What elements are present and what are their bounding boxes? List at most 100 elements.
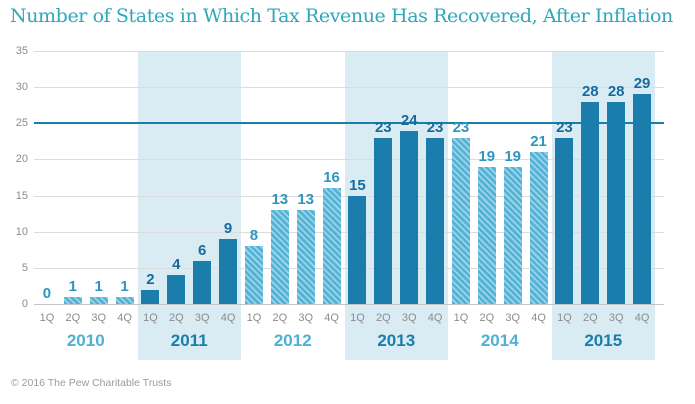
quarter-label: 2Q <box>479 312 495 324</box>
bar <box>348 195 367 304</box>
year-label: 2012 <box>273 331 312 350</box>
bar-value-label: 1 <box>120 277 129 295</box>
quarter-label: 4Q <box>634 312 650 324</box>
bar <box>374 137 393 304</box>
y-axis-label: 30 <box>15 81 28 94</box>
quarter-label: 1Q <box>557 312 572 324</box>
y-axis-label: 20 <box>15 153 28 166</box>
bar <box>555 137 574 304</box>
bar-value-label: 2 <box>146 270 155 288</box>
bar-value-label: 23 <box>426 118 444 136</box>
quarter-label: 3Q <box>608 312 624 324</box>
bar <box>270 210 289 304</box>
bar-value-label: 4 <box>172 256 181 274</box>
bar-slot: 16 <box>319 51 345 304</box>
bar <box>633 94 652 304</box>
y-axis-label: 35 <box>15 45 28 57</box>
bar-value-label: 21 <box>530 133 547 151</box>
quarter-label: 4Q <box>324 312 339 324</box>
bar <box>451 137 470 304</box>
bar <box>477 166 496 304</box>
quarter-label-group: 1Q 2Q 3Q 4Q <box>34 308 138 328</box>
bar-value-label: 28 <box>607 82 625 100</box>
quarter-label: 1Q <box>453 312 469 324</box>
quarter-label: 4Q <box>531 312 546 324</box>
bar-slot: 1 <box>60 51 86 304</box>
bar-value-label: 0 <box>42 285 52 302</box>
bar-slot: 19 <box>500 51 526 304</box>
bar-slot: 23 <box>448 51 474 304</box>
bar-value-label: 6 <box>198 241 207 259</box>
bar-slot: 13 <box>293 51 319 304</box>
bar <box>581 101 600 304</box>
bar-slot: 2 <box>138 51 164 304</box>
bar-slot: 23 <box>422 51 448 304</box>
quarter-label: 3Q <box>194 312 210 324</box>
y-axis-label: 5 <box>21 261 28 274</box>
bar-slot: 1 <box>86 51 112 304</box>
bar-slot: 24 <box>396 51 422 304</box>
bar-slot: 9 <box>215 51 241 304</box>
quarter-label: 2Q <box>582 312 598 324</box>
footer-copyright: © 2016 The Pew Charitable Trusts <box>11 377 172 389</box>
bar-slot: 23 <box>552 51 578 304</box>
year-group: 23 19 19 21 <box>448 51 552 304</box>
bar <box>63 296 82 304</box>
y-axis: 0 5 10 15 20 25 30 35 <box>0 45 28 310</box>
bar-slot: 21 <box>526 51 552 304</box>
bar-value-label: 19 <box>478 147 496 165</box>
bar-slot: 0 <box>34 51 60 304</box>
quarter-label: 2Q <box>168 312 184 324</box>
quarter-label: 3Q <box>401 312 417 324</box>
bar <box>141 289 160 304</box>
quarter-label-group: 1Q 2Q 3Q 4Q <box>552 308 656 328</box>
y-axis-label: 15 <box>15 189 28 202</box>
quarter-label: 2Q <box>65 312 81 324</box>
y-axis-label: 10 <box>15 225 28 238</box>
quarter-label: 1Q <box>143 312 158 324</box>
bar-value-label: 13 <box>271 191 289 209</box>
bar-value-label: 23 <box>556 118 573 136</box>
bar-value-label: 15 <box>349 176 366 194</box>
reference-line <box>34 122 664 125</box>
year-group: 23 28 28 29 <box>552 51 656 304</box>
bar <box>400 130 419 304</box>
gridline <box>34 51 664 52</box>
quarter-label: 3Q <box>505 312 521 324</box>
year-label: 2010 <box>66 331 105 350</box>
gridline <box>34 87 664 89</box>
bar-slot: 19 <box>474 51 500 304</box>
gridline <box>34 159 664 161</box>
quarter-label: 4Q <box>117 312 132 324</box>
bar <box>296 210 315 304</box>
year-labels-row: 2010 2011 2012 2013 2014 2015 <box>34 330 655 352</box>
bar <box>167 275 186 304</box>
bar <box>89 296 108 304</box>
bar-slot: 4 <box>163 51 189 304</box>
quarter-label-group: 1Q 2Q 3Q 4Q <box>241 308 345 328</box>
bar-slot: 28 <box>577 51 603 304</box>
quarter-label-group: 1Q 2Q 3Q 4Q <box>448 308 552 328</box>
bar-value-label: 23 <box>374 118 392 136</box>
bar-value-label: 9 <box>223 219 233 237</box>
quarter-label: 4Q <box>220 312 236 324</box>
bar-value-label: 23 <box>452 118 470 136</box>
quarter-label: 1Q <box>350 312 365 324</box>
bar <box>426 137 445 304</box>
quarter-label: 3Q <box>91 312 107 324</box>
bar <box>115 296 134 304</box>
bar <box>529 152 548 304</box>
y-axis-label: 25 <box>15 117 28 130</box>
year-group: 15 23 24 23 <box>345 51 449 304</box>
year-group: 8 13 13 16 <box>241 51 345 304</box>
bar-slot: 29 <box>629 51 655 304</box>
year-label: 2011 <box>170 331 208 350</box>
quarter-label-group: 1Q 2Q 3Q 4Q <box>138 308 242 328</box>
bar-value-label: 1 <box>94 277 103 295</box>
bars-layer: 0 1 1 1 2 4 6 9 8 13 13 16 15 23 24 23 23 19 19 21 23 28 28 29 <box>34 51 655 304</box>
bar <box>607 101 626 304</box>
bar-slot: 6 <box>189 51 215 304</box>
bar-slot: 1 <box>112 51 138 304</box>
bar-value-label: 24 <box>400 111 418 129</box>
